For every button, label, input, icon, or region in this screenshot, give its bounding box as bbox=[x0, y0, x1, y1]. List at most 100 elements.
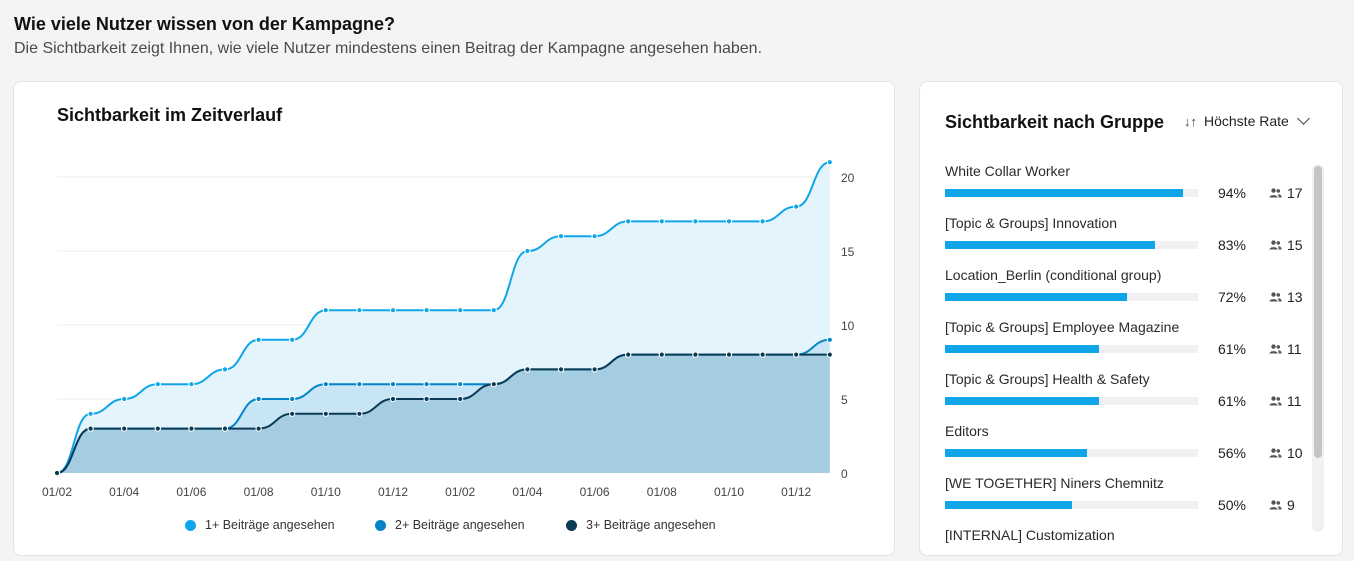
data-point bbox=[557, 233, 565, 240]
member-count-value: 9 bbox=[1287, 497, 1295, 513]
series-line bbox=[56, 161, 831, 474]
rate-percent: 83% bbox=[1217, 237, 1246, 253]
group-name: Location_Berlin (conditional group) bbox=[945, 267, 1162, 283]
data-point bbox=[289, 395, 296, 403]
timeline-card-title: Sichtbarkeit im Zeitverlauf bbox=[57, 105, 283, 125]
people-icon bbox=[1269, 237, 1287, 253]
data-point bbox=[591, 233, 598, 240]
people-icon bbox=[1269, 289, 1287, 305]
member-count-value: 10 bbox=[1287, 445, 1303, 461]
group-row[interactable]: [Topic & Groups] Innovation 83% 15 bbox=[945, 215, 1305, 267]
data-point bbox=[255, 336, 262, 343]
y-tick-label: 15 bbox=[841, 245, 855, 259]
member-count: 17 bbox=[1269, 185, 1303, 201]
group-list-scrollbar[interactable] bbox=[1312, 164, 1324, 532]
legend-label: 3+ Beiträge angesehen bbox=[586, 518, 716, 532]
group-row[interactable]: Location_Berlin (conditional group) 72% 13 bbox=[945, 267, 1305, 319]
data-point bbox=[221, 366, 229, 373]
rate-percent: 56% bbox=[1217, 445, 1246, 461]
y-tick-label: 0 bbox=[841, 467, 848, 481]
people-icon bbox=[1269, 497, 1287, 513]
data-point bbox=[53, 469, 61, 477]
group-row[interactable]: [WE TOGETHER] Niners Chemnitz 50% 9 bbox=[945, 475, 1305, 527]
data-point bbox=[625, 218, 632, 225]
data-point bbox=[121, 395, 128, 403]
group-row[interactable]: [Topic & Groups] Health & Safety 61% 11 bbox=[945, 371, 1305, 423]
rate-bar-fill bbox=[945, 501, 1072, 509]
rate-bar-fill bbox=[945, 189, 1183, 197]
x-tick-label: 01/08 bbox=[244, 485, 274, 499]
data-point bbox=[255, 425, 262, 432]
data-point bbox=[423, 395, 430, 403]
data-point bbox=[121, 425, 128, 432]
data-point bbox=[625, 351, 632, 358]
sort-dropdown[interactable]: ↓↑ Höchste Rate bbox=[1184, 112, 1310, 129]
timeline-card: 0 5 10 15 20 01/02 01/04 01/06 01/08 01/10 01/12 01… bbox=[13, 81, 895, 556]
member-count-value: 17 bbox=[1287, 185, 1303, 201]
group-row[interactable]: White Collar Worker 94% 17 bbox=[945, 163, 1305, 215]
rate-percent: 50% bbox=[1217, 497, 1246, 513]
member-count: 9 bbox=[1269, 497, 1295, 513]
data-point bbox=[322, 410, 329, 417]
y-tick-label: 5 bbox=[841, 393, 848, 407]
member-count: 10 bbox=[1269, 445, 1303, 461]
rate-bar bbox=[945, 501, 1198, 509]
group-name: Editors bbox=[945, 423, 989, 439]
rate-bar bbox=[945, 241, 1198, 249]
group-row[interactable]: Editors 56% 10 bbox=[945, 423, 1305, 475]
rate-bar-fill bbox=[945, 293, 1128, 301]
group-name: [Topic & Groups] Innovation bbox=[945, 215, 1117, 231]
data-point bbox=[658, 351, 665, 358]
series-area bbox=[57, 339, 830, 473]
data-point bbox=[759, 351, 766, 358]
x-tick-label: 01/02 bbox=[42, 485, 72, 499]
data-point bbox=[826, 351, 833, 358]
legend-item[interactable]: 3+ Beiträge angesehen bbox=[566, 518, 716, 532]
data-point bbox=[692, 351, 699, 358]
data-point bbox=[322, 381, 329, 388]
scrollbar-thumb[interactable] bbox=[1314, 166, 1322, 458]
data-point bbox=[356, 307, 363, 314]
people-icon bbox=[1269, 341, 1287, 357]
group-name: [WE TOGETHER] Niners Chemnitz bbox=[945, 475, 1164, 491]
data-point bbox=[490, 381, 497, 388]
rate-percent: 61% bbox=[1217, 393, 1246, 409]
legend-label: 1+ Beiträge angesehen bbox=[205, 518, 335, 532]
group-name: [INTERNAL] Customization bbox=[945, 527, 1115, 543]
people-icon bbox=[1269, 185, 1287, 201]
data-point bbox=[457, 307, 464, 314]
group-name: [Topic & Groups] Employee Magazine bbox=[945, 319, 1180, 335]
data-point bbox=[793, 203, 800, 210]
people-icon bbox=[1269, 445, 1287, 461]
page-subtitle: Die Sichtbarkeit zeigt Ihnen, wie viele … bbox=[14, 40, 763, 57]
data-point bbox=[289, 336, 296, 343]
data-point bbox=[457, 381, 464, 388]
data-point bbox=[524, 247, 531, 255]
data-point bbox=[524, 366, 531, 373]
member-count: 15 bbox=[1269, 237, 1303, 253]
legend-marker bbox=[375, 519, 386, 531]
group-card-title: Sichtbarkeit nach Gruppe bbox=[945, 112, 1165, 132]
x-tick-label: 01/04 bbox=[512, 485, 542, 499]
legend-item[interactable]: 2+ Beiträge angesehen bbox=[375, 518, 525, 532]
series-area bbox=[57, 354, 830, 473]
rate-bar bbox=[945, 293, 1198, 301]
chevron-down-icon bbox=[1296, 112, 1310, 125]
x-tick-label: 01/04 bbox=[109, 485, 139, 499]
member-count: 11 bbox=[1269, 341, 1302, 357]
data-point bbox=[389, 307, 397, 314]
data-point bbox=[826, 336, 833, 343]
member-count-value: 15 bbox=[1287, 237, 1303, 253]
group-row[interactable]: [Topic & Groups] Employee Magazine 61% 11 bbox=[945, 319, 1305, 371]
y-tick-label: 20 bbox=[841, 171, 855, 185]
data-point bbox=[188, 425, 195, 432]
x-tick-label: 01/10 bbox=[311, 485, 341, 499]
data-point bbox=[557, 366, 565, 373]
data-point bbox=[87, 425, 94, 432]
data-point bbox=[188, 381, 195, 388]
member-count: 13 bbox=[1269, 289, 1303, 305]
legend-marker bbox=[185, 519, 196, 531]
group-row[interactable]: [INTERNAL] Customization bbox=[945, 527, 1305, 547]
x-tick-label: 01/06 bbox=[176, 485, 206, 499]
legend-item[interactable]: 1+ Beiträge angesehen bbox=[185, 518, 335, 532]
